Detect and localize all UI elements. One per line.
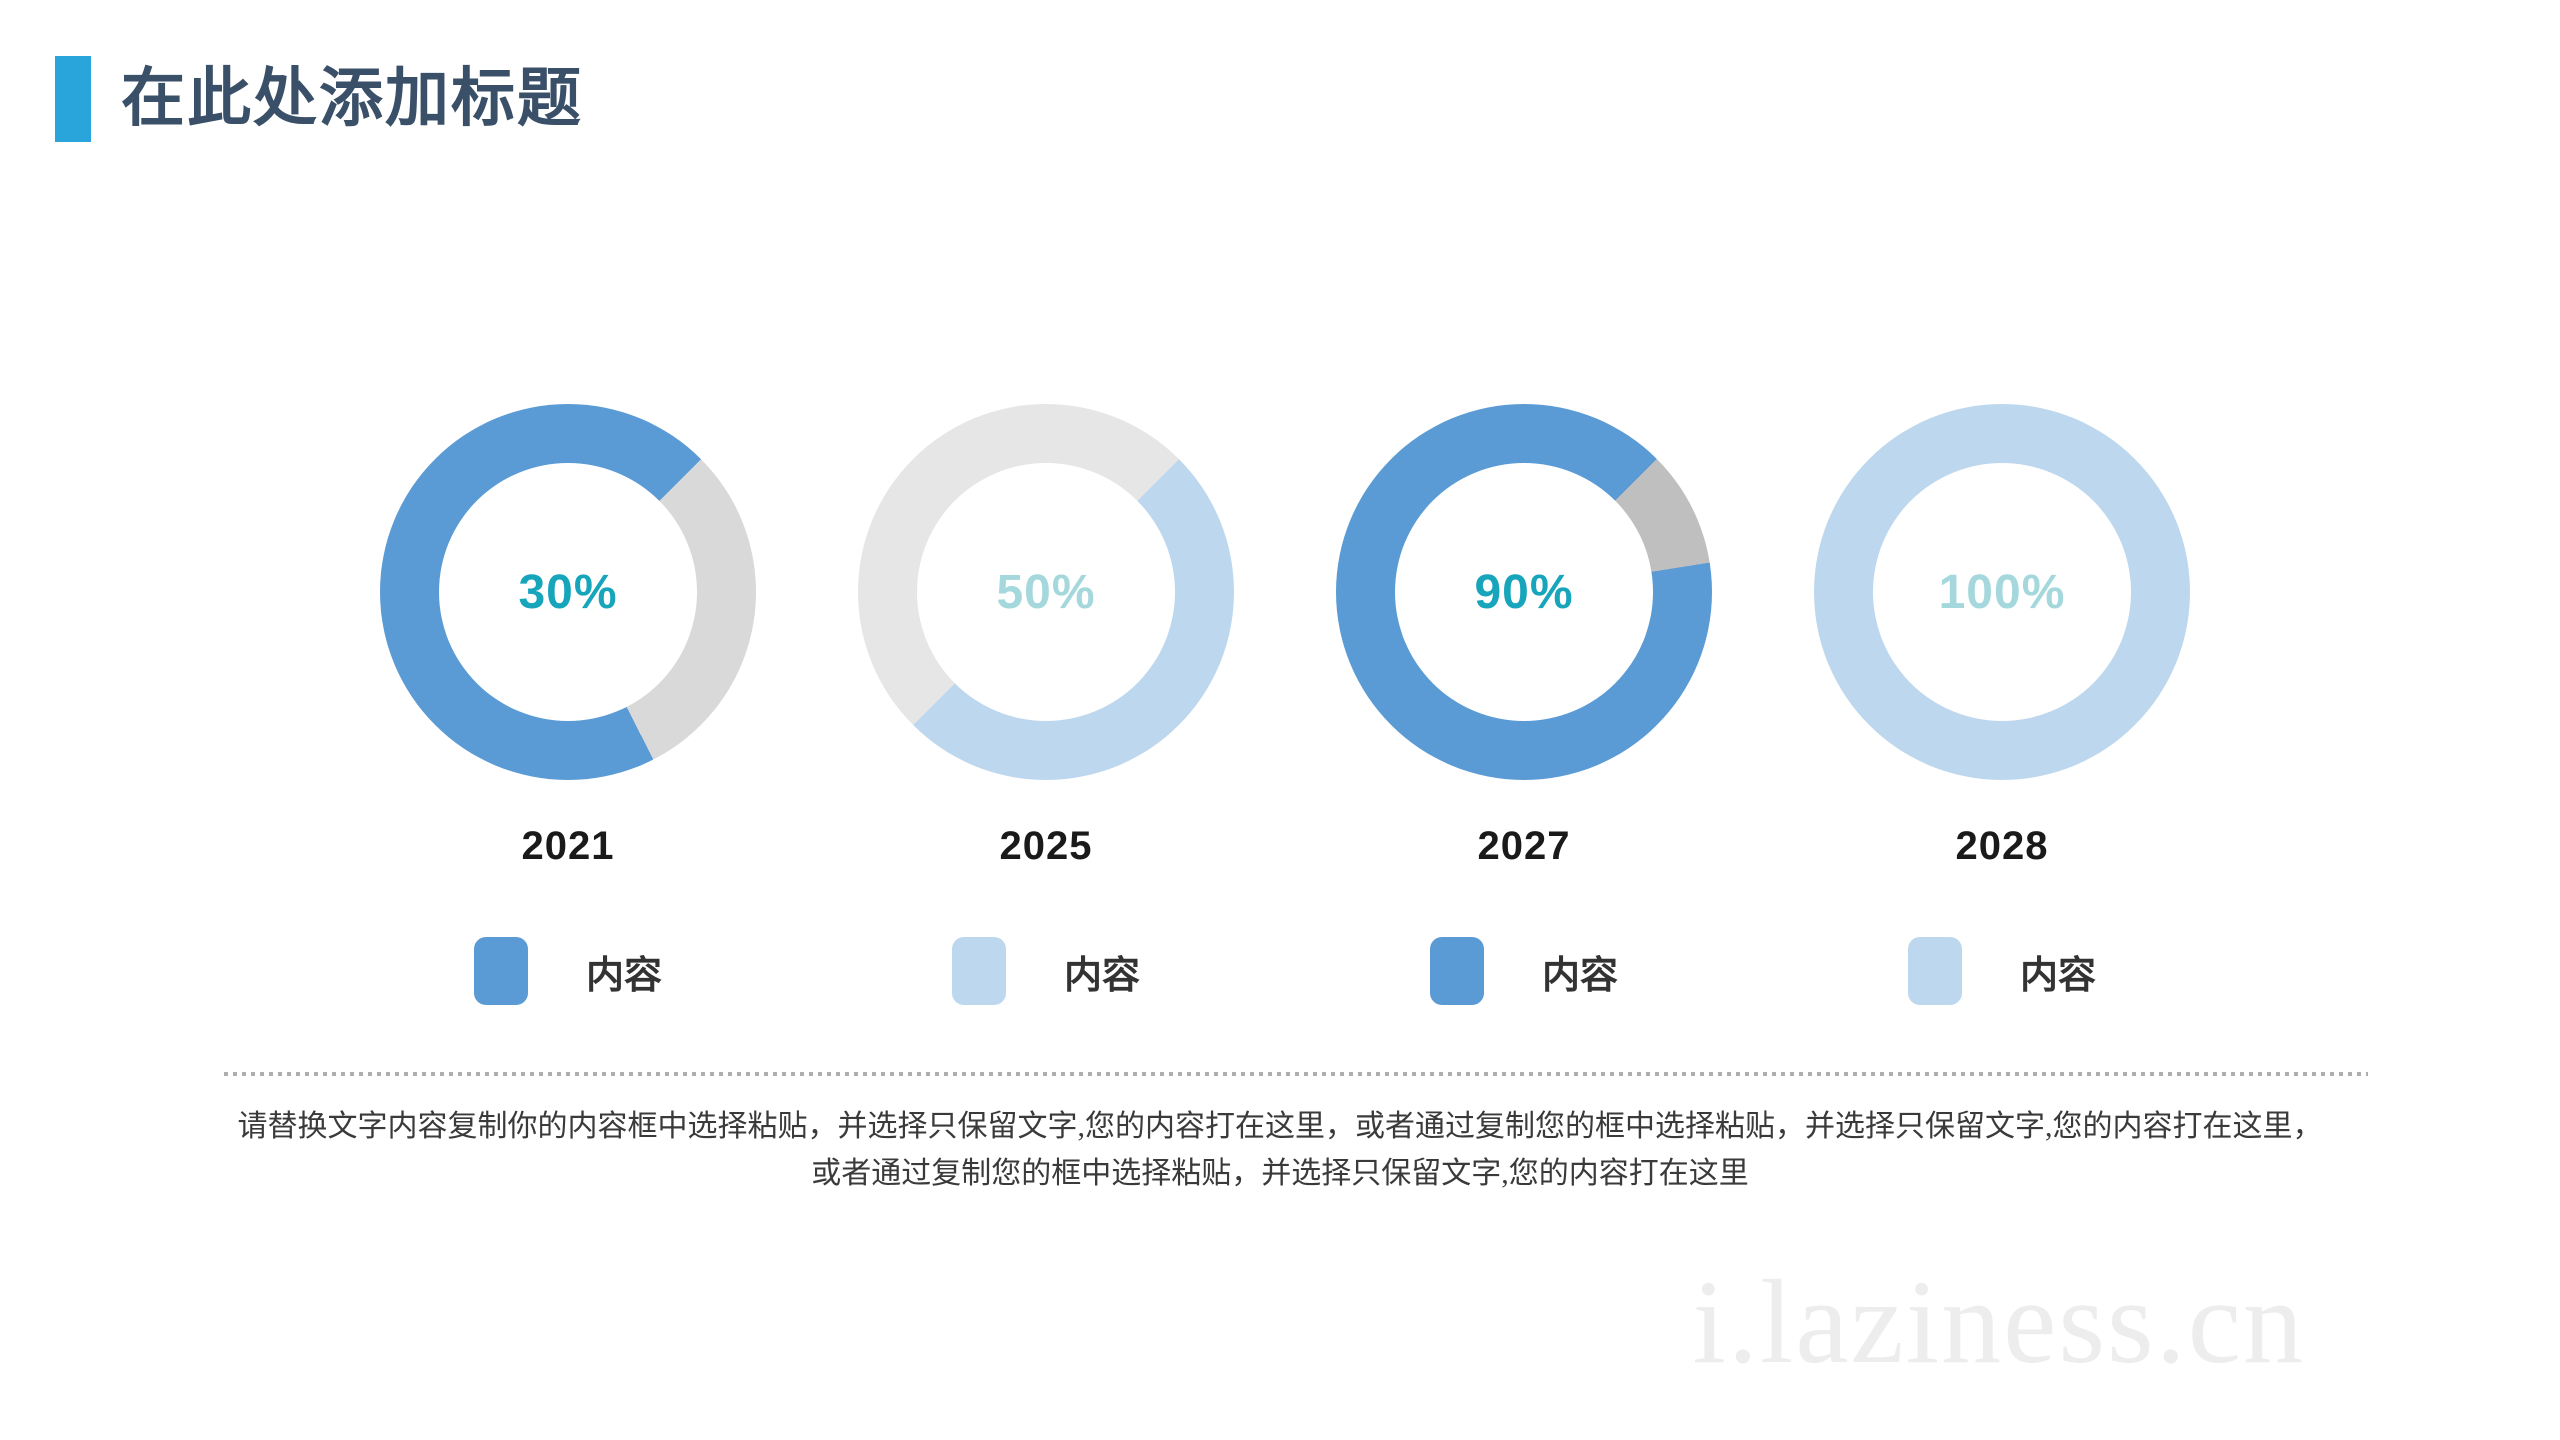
donut-chart-2028: 100% — [1814, 404, 2190, 780]
chart-column-2028: 100% 2028 内容 — [1763, 404, 2241, 1005]
slide-header: 在此处添加标题 — [55, 56, 583, 142]
legend-swatch — [473, 937, 528, 1005]
legend-item: 内容 — [1907, 937, 2096, 1005]
donut-hole: 100% — [1873, 463, 2131, 721]
donut-percent-label: 100% — [1938, 565, 2066, 619]
donut-charts-row: 30% 2021 内容 50% 2025 内容 — [329, 404, 2241, 1005]
dotted-divider — [224, 1072, 2368, 1076]
legend-swatch — [951, 937, 1006, 1005]
chart-column-2025: 50% 2025 内容 — [807, 404, 1285, 1005]
page-title: 在此处添加标题 — [121, 63, 583, 134]
legend-label: 内容 — [2019, 954, 2096, 997]
donut-chart-2027: 90% — [1336, 404, 1712, 780]
legend-item: 内容 — [951, 937, 1140, 1005]
year-label: 2027 — [1477, 824, 1571, 868]
legend-label: 内容 — [1541, 954, 1618, 997]
donut-percent-label: 50% — [996, 565, 1096, 619]
chart-column-2027: 90% 2027 内容 — [1285, 404, 1763, 1005]
donut-chart-2021: 30% — [380, 404, 756, 780]
year-label: 2021 — [521, 824, 615, 868]
legend-item: 内容 — [473, 937, 662, 1005]
donut-hole: 90% — [1395, 463, 1653, 721]
legend-label: 内容 — [585, 954, 662, 997]
year-label: 2025 — [999, 824, 1093, 868]
legend-item: 内容 — [1429, 937, 1618, 1005]
watermark: i.laziness.cn — [1692, 1255, 2305, 1388]
donut-chart-2025: 50% — [858, 404, 1234, 780]
title-accent-bar — [55, 56, 91, 142]
legend-swatch — [1429, 937, 1484, 1005]
placeholder-paragraph: 请替换文字内容复制你的内容框中选择粘贴，并选择只保留文字,您的内容打在这里，或者… — [237, 1110, 2323, 1190]
donut-percent-label: 90% — [1474, 565, 1574, 619]
legend-label: 内容 — [1063, 954, 1140, 997]
donut-percent-label: 30% — [518, 565, 618, 619]
chart-column-2021: 30% 2021 内容 — [329, 404, 807, 1005]
year-label: 2028 — [1955, 824, 2049, 868]
donut-hole: 50% — [917, 463, 1175, 721]
donut-hole: 30% — [439, 463, 697, 721]
legend-swatch — [1907, 937, 1962, 1005]
